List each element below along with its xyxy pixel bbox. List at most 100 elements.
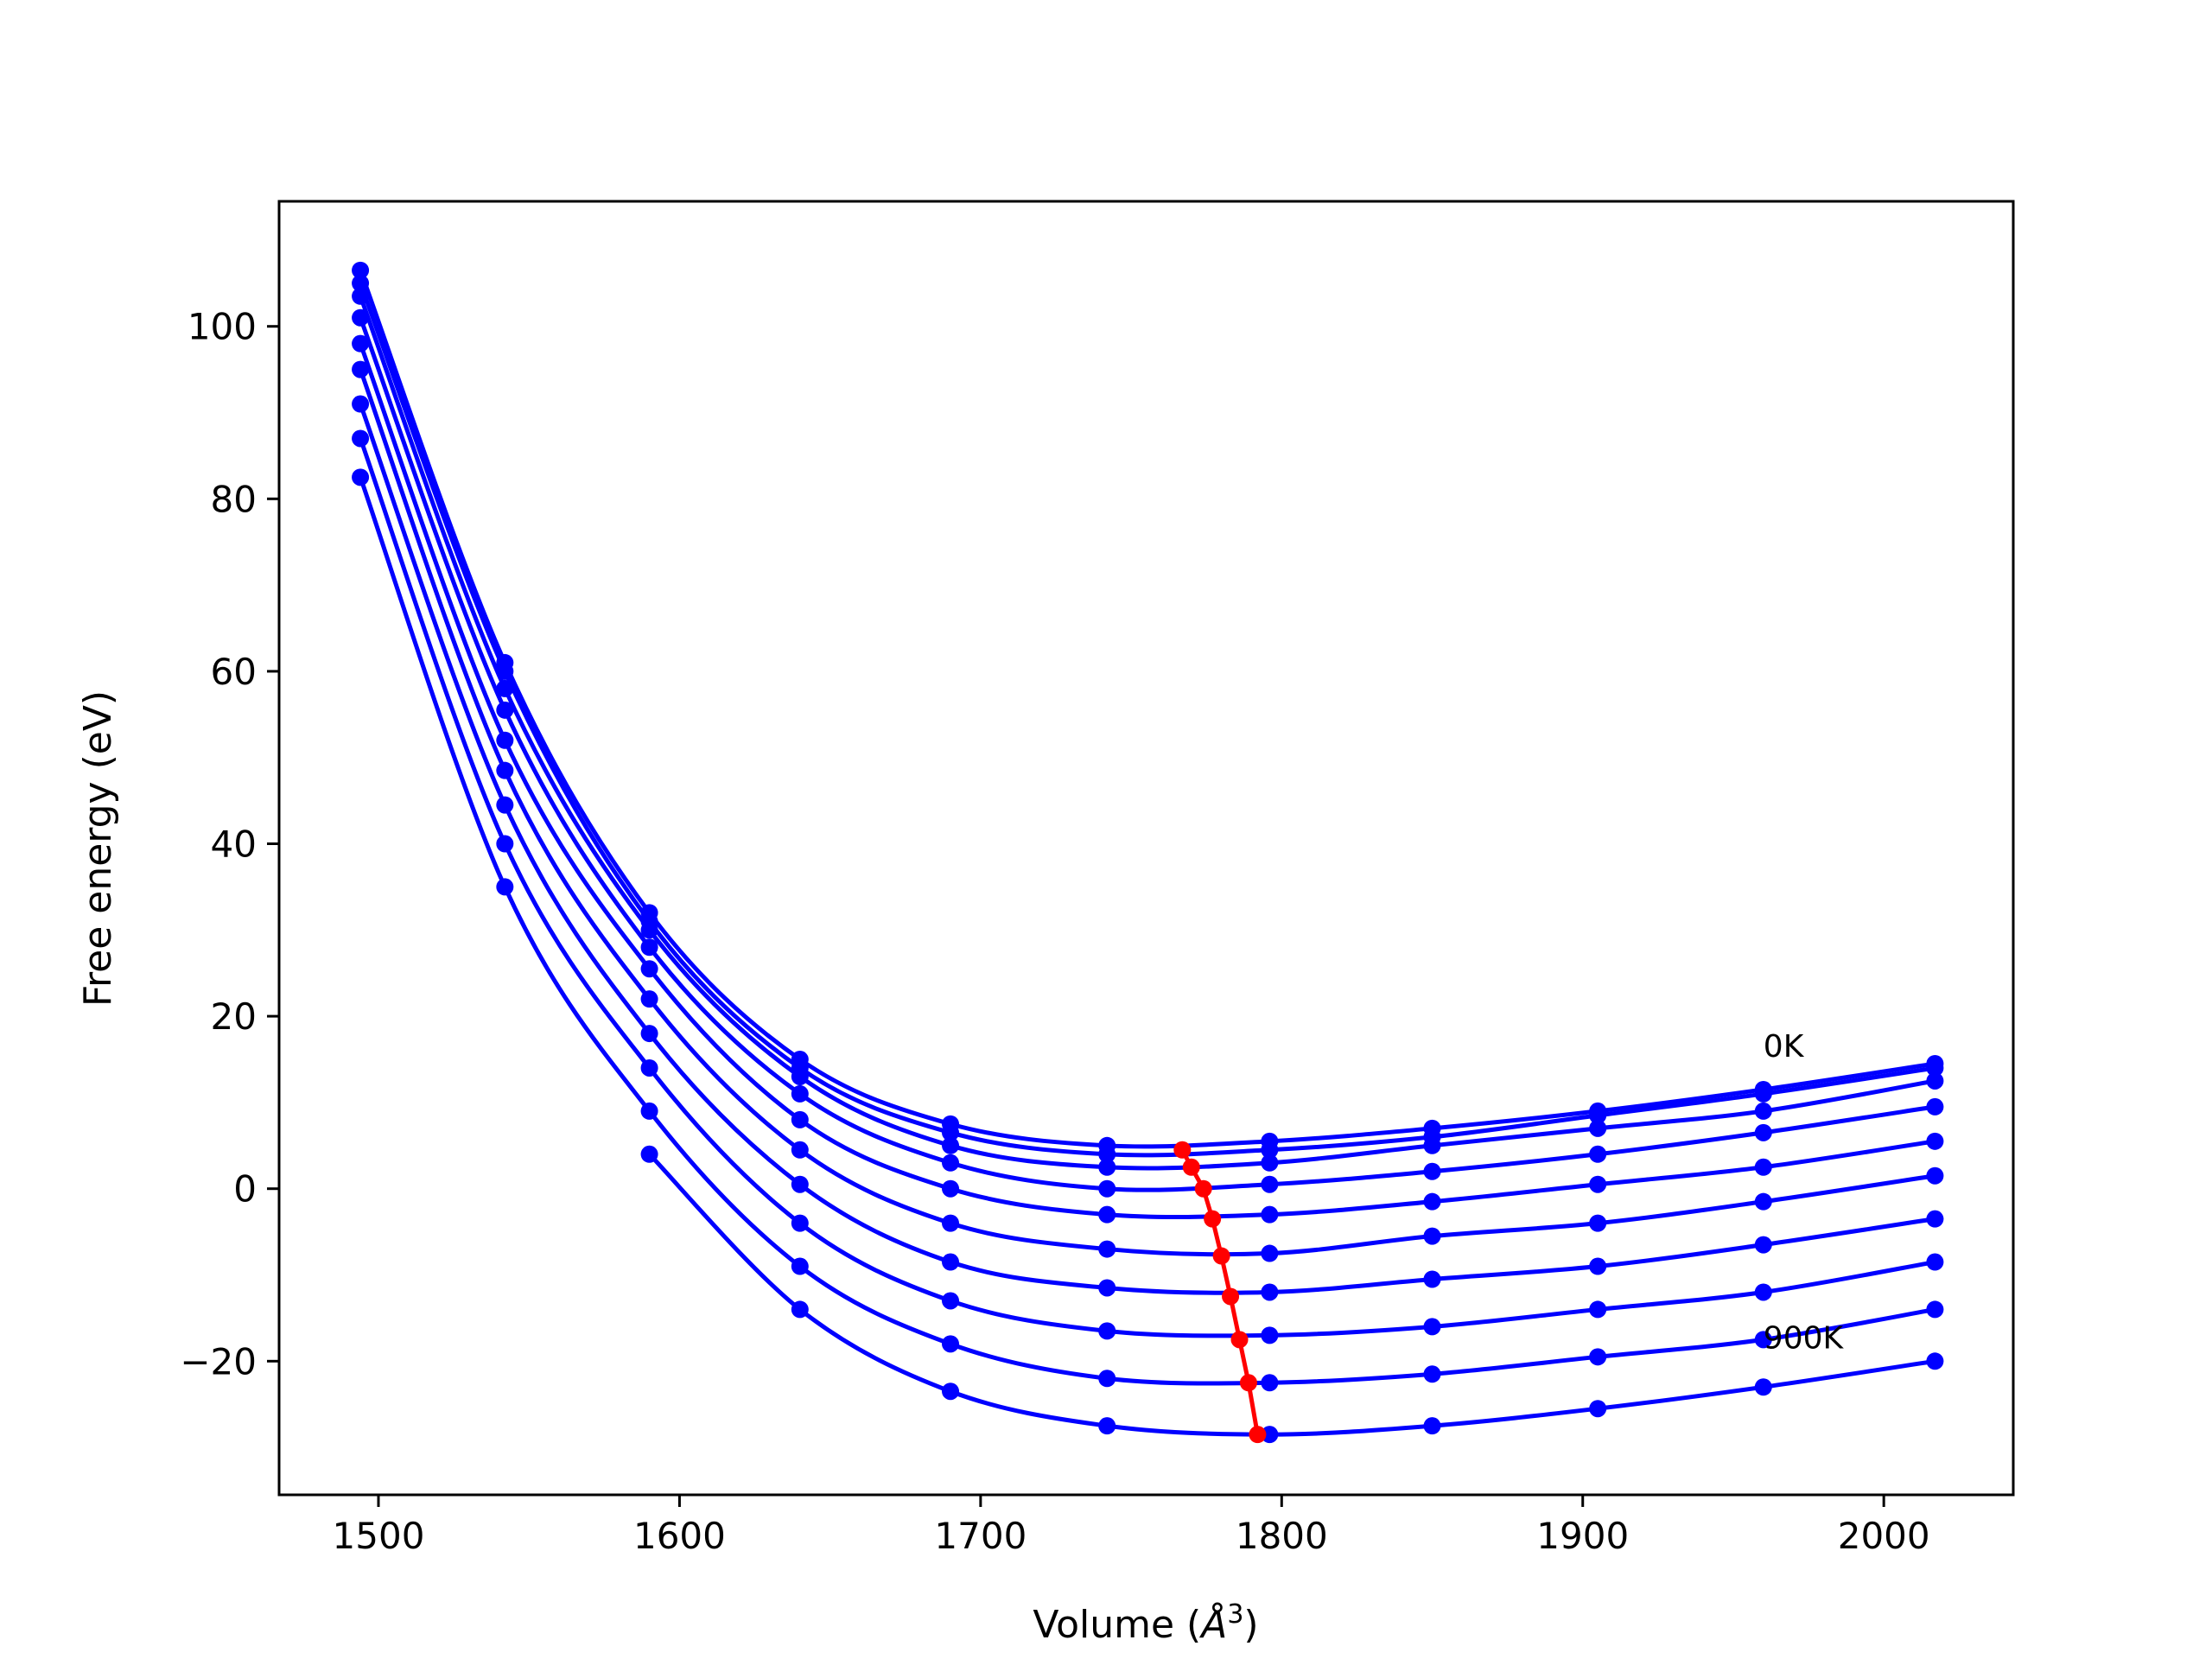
data-point-s2-10 — [1926, 1071, 1944, 1090]
series-line-7 — [358, 437, 1936, 1338]
data-point-s9-2 — [640, 1145, 658, 1163]
data-point-s2-8 — [1589, 1119, 1607, 1137]
data-point-s3-6 — [1261, 1175, 1279, 1193]
data-point-s7-3 — [791, 1214, 809, 1232]
data-point-s2-2 — [640, 921, 658, 939]
series-line-4 — [358, 342, 1936, 1220]
min-path-point-7 — [1239, 1374, 1257, 1392]
series-line-2 — [358, 295, 1936, 1171]
data-point-s4-2 — [640, 960, 658, 978]
data-point-s5-6 — [1261, 1244, 1279, 1262]
data-point-s6-8 — [1589, 1257, 1607, 1275]
data-point-s9-8 — [1589, 1400, 1607, 1418]
annotation-0k: 0K — [1764, 1029, 1805, 1065]
data-point-s1-4 — [942, 1123, 960, 1141]
series-line-8 — [358, 476, 1936, 1386]
data-point-s2-6 — [1261, 1154, 1279, 1172]
data-point-s4-6 — [1261, 1205, 1279, 1224]
data-point-s7-5 — [1098, 1322, 1116, 1340]
min-path-point-8 — [1249, 1426, 1267, 1444]
data-point-s5-9 — [1754, 1192, 1772, 1211]
data-point-s8-9 — [1754, 1331, 1772, 1349]
data-point-s1-0 — [352, 274, 370, 292]
y-tick-label-80: 80 — [211, 478, 257, 520]
data-point-s6-7 — [1423, 1270, 1441, 1288]
data-point-s8-10 — [1926, 1300, 1944, 1319]
curves-layer — [358, 269, 1936, 1437]
data-point-s6-5 — [1098, 1279, 1116, 1297]
series-line-1 — [358, 282, 1936, 1158]
data-point-s5-3 — [791, 1141, 809, 1159]
data-point-s7-9 — [1754, 1283, 1772, 1301]
series-line-0 — [358, 269, 1936, 1149]
data-point-s8-7 — [1423, 1365, 1441, 1383]
data-point-s5-1 — [496, 761, 514, 779]
data-point-s5-10 — [1926, 1166, 1944, 1185]
data-point-s9-6 — [1261, 1426, 1279, 1444]
y-tick-label-20: 20 — [211, 995, 257, 1038]
data-point-s1-5 — [1098, 1145, 1116, 1163]
data-point-s4-7 — [1423, 1192, 1441, 1211]
data-point-s8-3 — [791, 1257, 809, 1275]
data-point-s7-0 — [352, 429, 370, 448]
data-point-s1-9 — [1754, 1084, 1772, 1103]
data-point-s7-8 — [1589, 1300, 1607, 1319]
data-point-s4-10 — [1926, 1132, 1944, 1150]
data-point-s8-1 — [496, 878, 514, 896]
x-axis-label-text: Volume ( — [1033, 1603, 1201, 1647]
data-point-s2-1 — [496, 679, 514, 697]
x-tick-label-2000: 2000 — [1838, 1515, 1930, 1557]
data-point-s3-0 — [352, 308, 370, 327]
data-point-s8-8 — [1589, 1348, 1607, 1366]
data-point-s3-2 — [640, 938, 658, 957]
data-point-s5-5 — [1098, 1240, 1116, 1258]
y-axis-ticks: −20 0 20 40 60 80 100 — [180, 306, 279, 1382]
x-axis-label-unit: Å — [1198, 1601, 1227, 1647]
data-point-s6-0 — [352, 395, 370, 413]
series-line-6 — [358, 403, 1936, 1295]
x-axis-ticks: 1500 1600 1700 1800 1900 2000 — [333, 1495, 1930, 1557]
data-point-s3-5 — [1098, 1179, 1116, 1198]
data-point-s7-4 — [942, 1292, 960, 1310]
data-point-s6-6 — [1261, 1283, 1279, 1301]
data-point-s5-8 — [1589, 1214, 1607, 1232]
data-point-s6-2 — [640, 1025, 658, 1043]
data-point-s9-3 — [791, 1300, 809, 1319]
data-point-s1-1 — [496, 662, 514, 680]
data-point-s5-2 — [640, 990, 658, 1008]
data-point-s8-6 — [1261, 1374, 1279, 1392]
data-point-s6-1 — [496, 796, 514, 814]
data-point-s6-4 — [942, 1253, 960, 1271]
data-point-s9-9 — [1754, 1378, 1772, 1396]
min-path-point-1 — [1182, 1158, 1200, 1176]
min-path-point-3 — [1204, 1210, 1222, 1228]
data-point-s4-4 — [942, 1179, 960, 1198]
data-point-s6-9 — [1754, 1236, 1772, 1254]
data-point-s2-7 — [1423, 1136, 1441, 1154]
data-point-s3-3 — [791, 1084, 809, 1103]
min-path-point-4 — [1212, 1247, 1230, 1265]
x-tick-label-1500: 1500 — [333, 1515, 425, 1557]
x-axis-label-superscript: 3 — [1227, 1599, 1243, 1630]
x-tick-label-1700: 1700 — [934, 1515, 1027, 1557]
x-tick-label-1900: 1900 — [1536, 1515, 1629, 1557]
annotation-900k: 900K — [1764, 1320, 1845, 1356]
data-point-s7-1 — [496, 835, 514, 853]
data-point-s3-10 — [1926, 1097, 1944, 1116]
data-point-s1-8 — [1589, 1106, 1607, 1124]
data-point-s2-9 — [1754, 1102, 1772, 1120]
data-point-s8-0 — [352, 468, 370, 486]
data-point-s3-7 — [1423, 1162, 1441, 1180]
y-tick-label-60: 60 — [211, 651, 257, 693]
series-line-5 — [358, 368, 1936, 1257]
data-point-s7-10 — [1926, 1253, 1944, 1271]
data-point-s8-2 — [640, 1102, 658, 1120]
data-point-s4-1 — [496, 731, 514, 749]
data-point-s6-3 — [791, 1175, 809, 1193]
data-point-s3-8 — [1589, 1145, 1607, 1163]
data-point-s8-4 — [942, 1335, 960, 1353]
data-point-s9-5 — [1098, 1417, 1116, 1435]
y-axis-label: Free energy (eV) — [76, 690, 120, 1007]
data-point-s7-6 — [1261, 1326, 1279, 1344]
data-point-s7-2 — [640, 1058, 658, 1077]
